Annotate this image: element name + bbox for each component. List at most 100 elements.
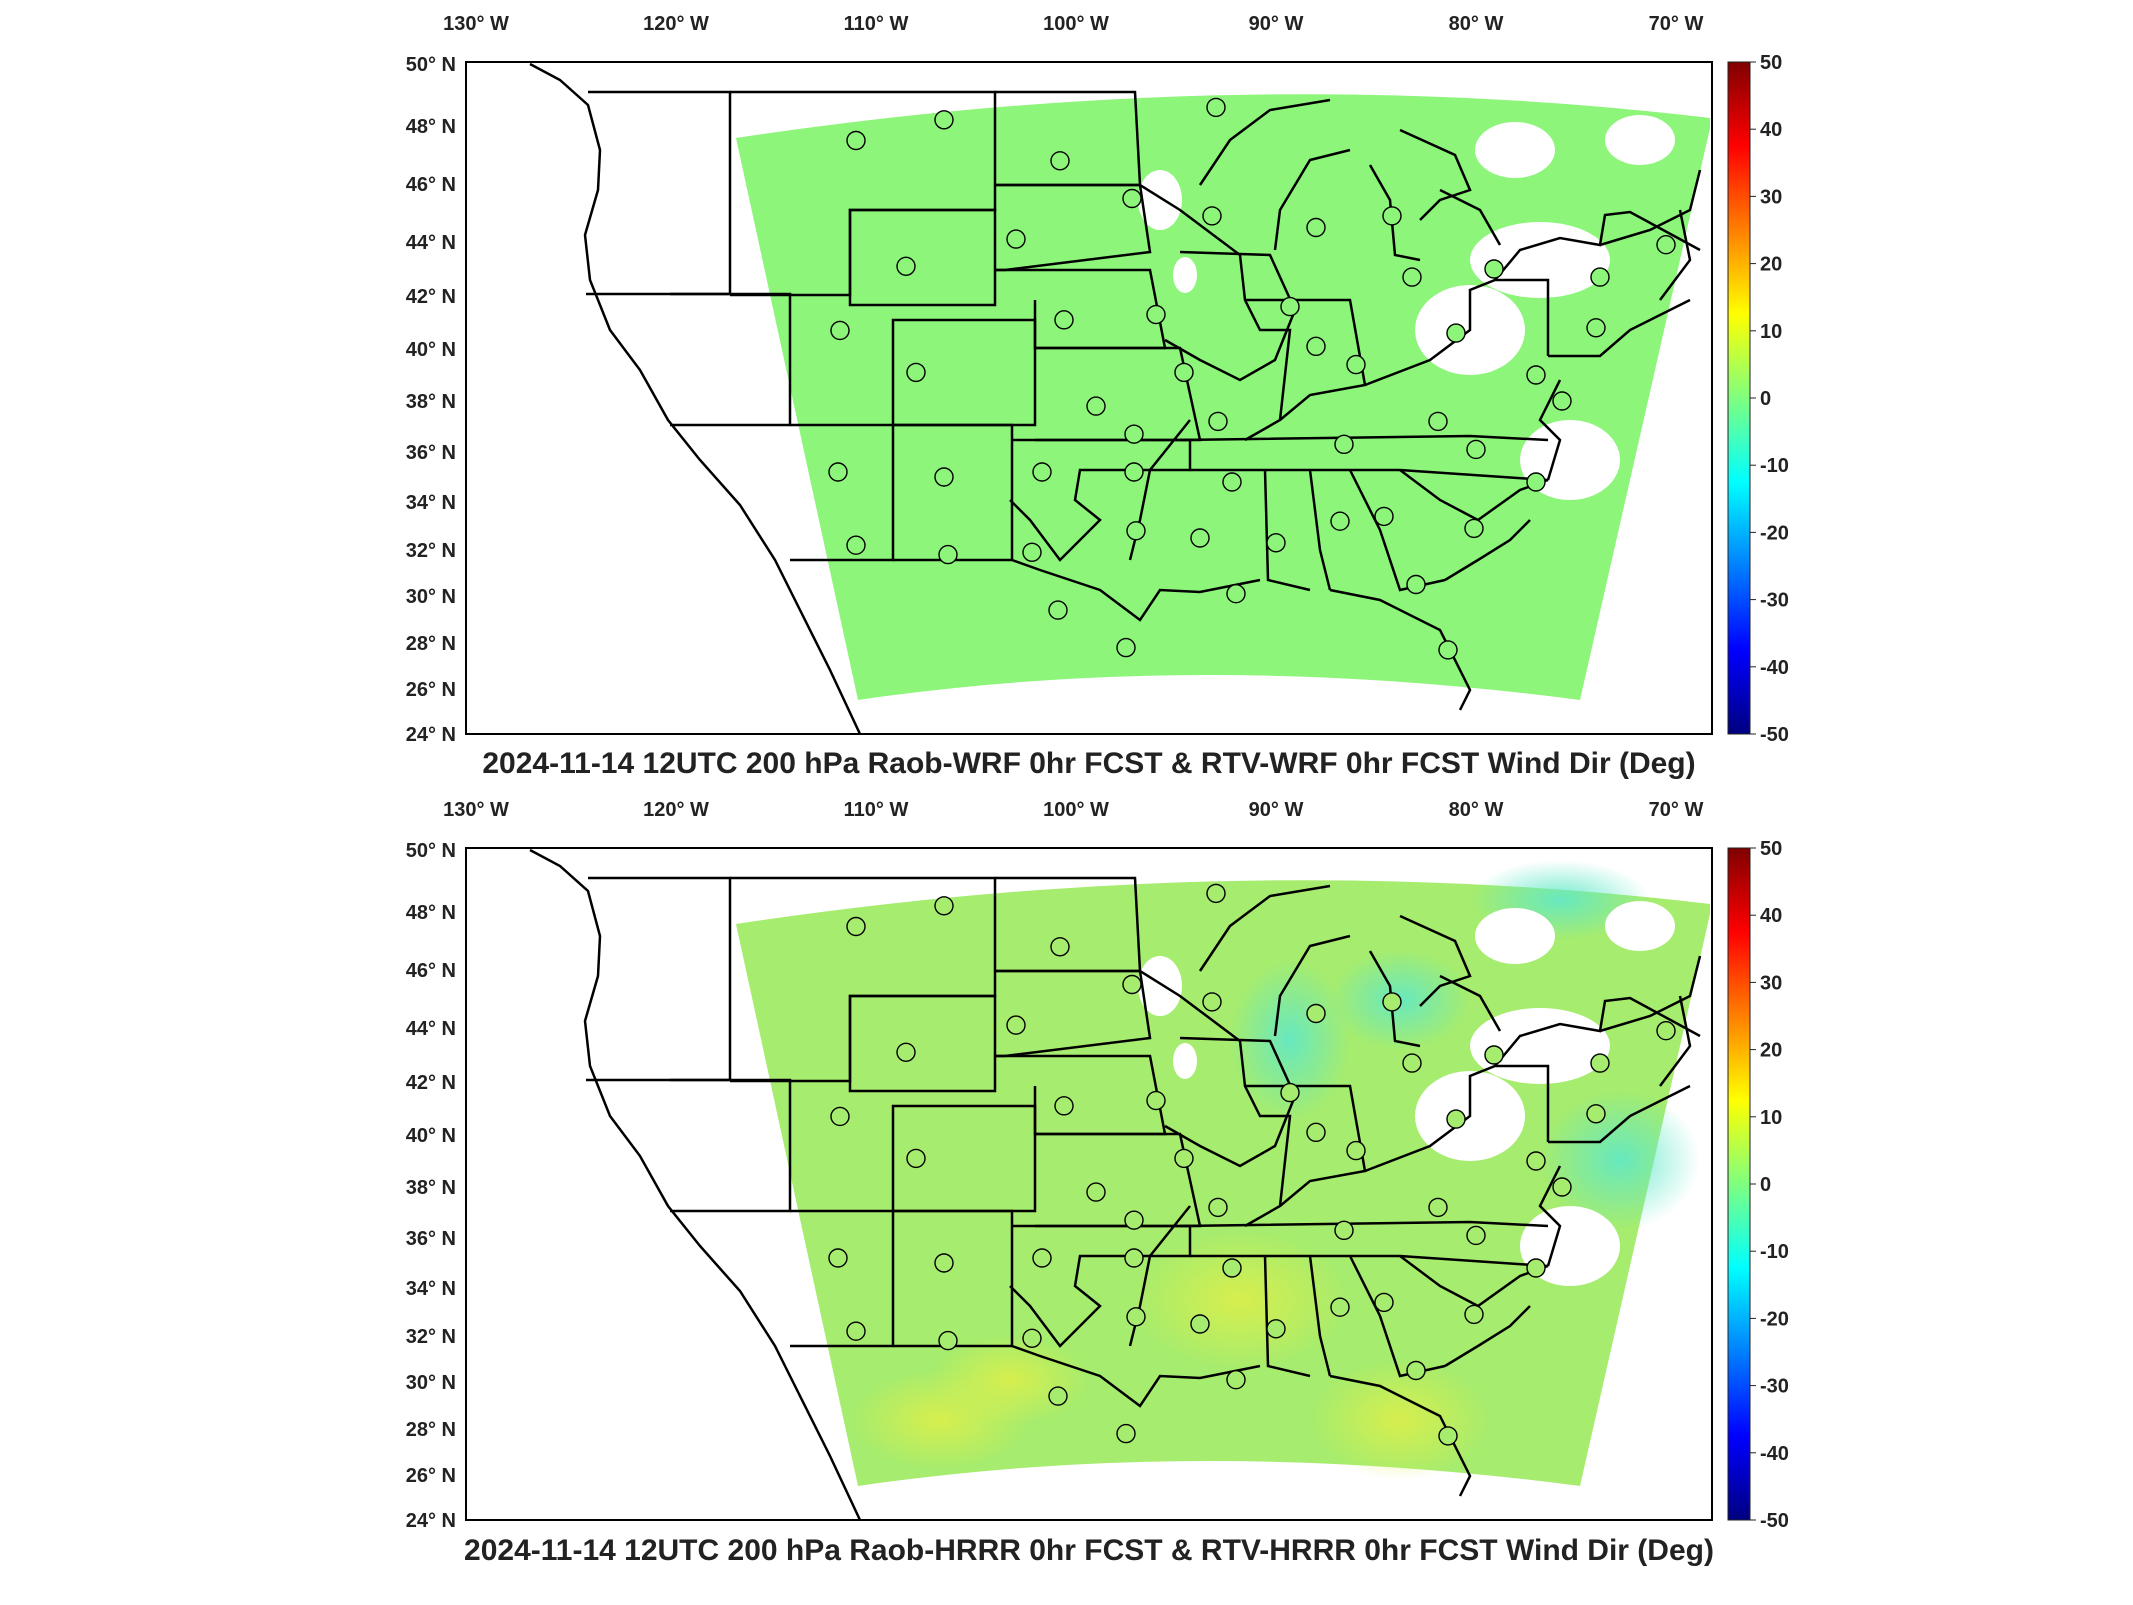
station-marker (906, 1148, 926, 1169)
station-marker (1280, 296, 1300, 317)
latitude-label: 44° N (406, 1018, 456, 1040)
station-marker (938, 1330, 958, 1351)
station-marker (1446, 1109, 1466, 1129)
station-marker (1466, 439, 1486, 460)
station-marker (934, 1253, 954, 1273)
station-marker (1406, 1360, 1426, 1381)
colorbar-scale (1727, 847, 1751, 1521)
station-marker (934, 467, 954, 487)
colorbar-label: 40 (1760, 119, 1782, 141)
latitude-label: 48° N (406, 116, 456, 138)
colorbar-label: 50 (1760, 52, 1782, 74)
station-marker (1050, 937, 1070, 957)
colorbar: 50 40 30 20 10 0 -10 -20 -30 -40 -50 (1727, 52, 1789, 746)
station-marker (1116, 1423, 1136, 1444)
station-marker (1086, 1182, 1106, 1202)
station-marker (1006, 1015, 1026, 1035)
latitude-label: 36° N (406, 1228, 456, 1250)
station-marker (1208, 1197, 1228, 1218)
station-marker (1174, 1148, 1194, 1169)
colorbar-label: -10 (1760, 1241, 1789, 1263)
station-marker (830, 1106, 850, 1127)
colorbar-scale (1727, 61, 1751, 735)
station-marker (830, 320, 850, 341)
station-marker (1206, 97, 1226, 118)
station-marker (1226, 1369, 1246, 1390)
station-marker (1146, 1090, 1166, 1111)
station-marker (1526, 1151, 1546, 1171)
latitude-label: 28° N (406, 1419, 456, 1441)
colorbar-label: -10 (1760, 455, 1789, 477)
colorbar-label: -50 (1760, 1510, 1789, 1532)
station-marker (1116, 637, 1136, 658)
station-marker (1208, 411, 1228, 432)
latitude-label: 32° N (406, 540, 456, 562)
station-marker (1054, 1096, 1074, 1116)
station-marker (1306, 1003, 1326, 1024)
station-marker (906, 362, 926, 383)
station-marker (1428, 411, 1448, 432)
station-marker (1382, 992, 1402, 1012)
colorbar-label: 50 (1760, 838, 1782, 860)
station-marker (1402, 1053, 1422, 1073)
station-marker (1446, 323, 1466, 343)
panel-title: 2024-11-14 12UTC 200 hPa Raob-HRRR 0hr F… (464, 1534, 1714, 1567)
station-marker (1526, 472, 1546, 492)
colorbar-label: 40 (1760, 905, 1782, 927)
station-marker (828, 1248, 848, 1268)
station-marker (1022, 542, 1042, 562)
station-marker (1048, 1386, 1068, 1406)
colorbar-label: 10 (1760, 1107, 1782, 1129)
station-marker (1464, 518, 1484, 539)
latitude-label: 38° N (406, 391, 456, 413)
latitude-label: 44° N (406, 232, 456, 254)
station-marker (828, 462, 848, 482)
map-frame (465, 847, 1713, 1521)
longitude-ticks: 130° W 120° W 110° W 100° W 90° W 80° W 70° W (443, 799, 1703, 821)
station-marker (1590, 267, 1610, 287)
longitude-label: 90° W (1249, 799, 1304, 821)
station-marker (1222, 472, 1242, 492)
latitude-label: 40° N (406, 1125, 456, 1147)
station-marker (1526, 1258, 1546, 1278)
station-marker (1586, 1104, 1606, 1124)
colorbar: 50 40 30 20 10 0 -10 -20 -30 -40 -50 (1727, 838, 1789, 1532)
latitude-label: 42° N (406, 1072, 456, 1094)
station-marker (1174, 362, 1194, 383)
station-marker (1050, 151, 1070, 171)
latitude-ticks: 50° N 48° N 46° N 44° N 42° N 40° N 38° N 36° N… (406, 54, 456, 746)
station-marker (934, 110, 954, 130)
station-marker (1126, 1307, 1146, 1327)
station-marker (1022, 1328, 1042, 1349)
station-marker (1552, 1177, 1572, 1197)
station-marker (1048, 600, 1068, 620)
latitude-ticks: 50° N 48° N 46° N 44° N 42° N 40° N 38° N 36° N… (406, 840, 456, 1532)
station-marker (1226, 584, 1246, 604)
station-marker (1206, 883, 1226, 904)
station-marker (1280, 1082, 1300, 1103)
station-marker (846, 916, 866, 937)
station-marker (1552, 391, 1572, 411)
colorbar-label: 30 (1760, 972, 1782, 994)
latitude-label: 38° N (406, 1177, 456, 1199)
station-marker (1190, 528, 1210, 548)
station-marker (1438, 640, 1458, 660)
longitude-label: 80° W (1449, 13, 1504, 35)
station-marker (1330, 1297, 1350, 1317)
latitude-label: 50° N (406, 54, 456, 76)
station-marker (1526, 365, 1546, 385)
station-marker (1222, 1258, 1242, 1278)
colorbar-label: -40 (1760, 1443, 1789, 1465)
field-anomalies (850, 860, 1700, 1480)
station-marker (934, 896, 954, 916)
latitude-label: 34° N (406, 1278, 456, 1300)
latitude-label: 40° N (406, 339, 456, 361)
longitude-label: 70° W (1649, 13, 1704, 35)
state-boundaries (529, 62, 1702, 734)
latitude-label: 42° N (406, 286, 456, 308)
station-marker (1202, 206, 1222, 226)
station-marker (1146, 304, 1166, 325)
station-marker (1656, 234, 1676, 255)
station-marker (1124, 462, 1144, 482)
